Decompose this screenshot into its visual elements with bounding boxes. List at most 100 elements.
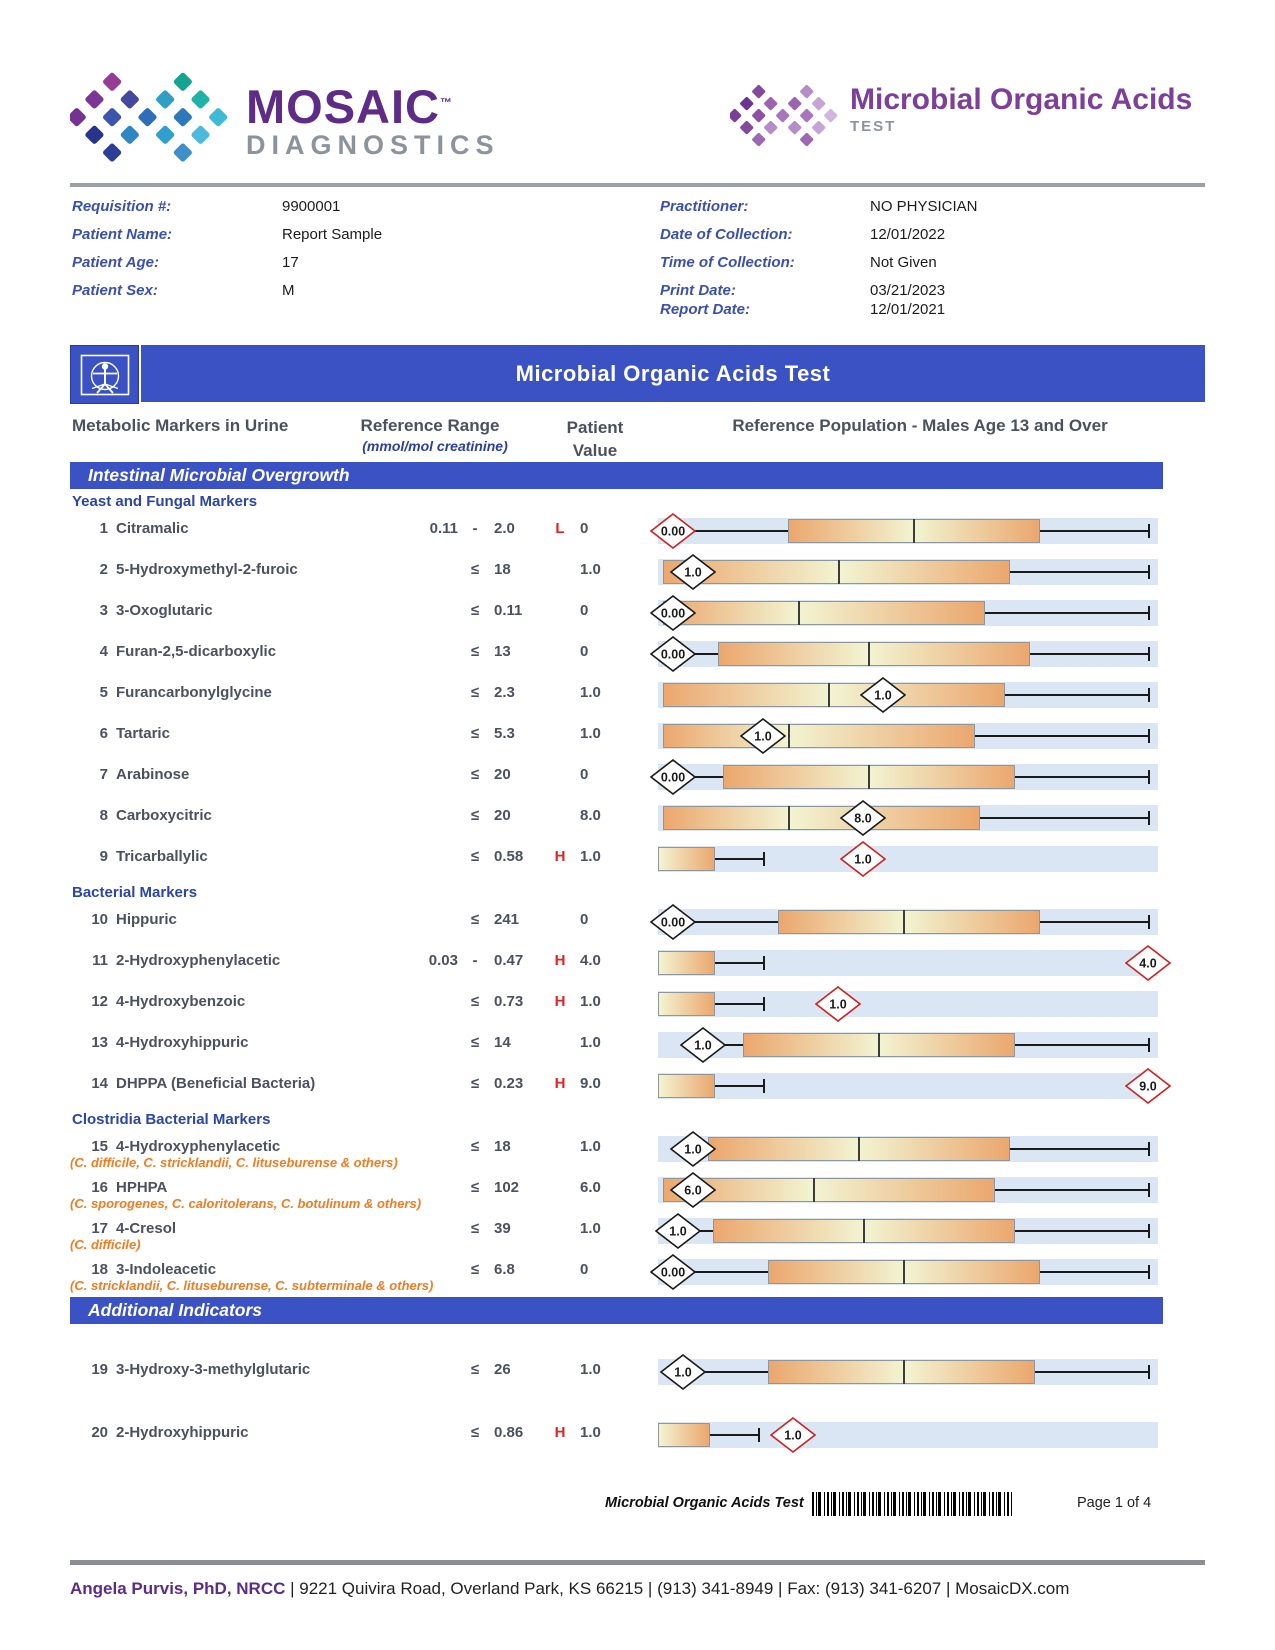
svg-text:1.0: 1.0 [754,730,771,744]
range-operator: ≤ [470,848,480,865]
plot-whisker [1038,530,1148,532]
requisition-label: Requisition #: [72,198,172,215]
plot-box [663,560,1010,584]
report-date-line: Report Date: 12/01/2021 [660,301,1205,318]
marker-name: Furan-2,5-dicarboxylic [116,643,277,660]
report-date-label: Report Date: [660,301,751,318]
marker-organisms: (C. stricklandii, C. lituseburense, C. s… [70,1278,434,1293]
header: MOSAIC™ DIAGNOSTICS [67,66,1205,176]
plot-whisker [1033,1371,1148,1373]
abnormal-flag: L [555,520,565,537]
range-operator: - [472,952,478,969]
test-title-banner-row: Microbial Organic Acids Test [70,345,1205,404]
marker-name: Furancarbonylglycine [116,684,272,701]
marker-name: 3-Hydroxy-3-methylglutaric [116,1361,311,1378]
plot-whisker [713,1085,763,1087]
marker-row: 18 3-Indoleacetic (C. stricklandii, C. lit… [70,1252,1205,1293]
patient-value-diamond: 1.0 [679,1026,727,1068]
patient-value-diamond: 0.00 [649,594,697,636]
plot-box [663,724,975,748]
patient-value: 1.0 [580,1138,601,1155]
collection-time-value: Not Given [870,254,937,271]
marker-name: 2-Hydroxyphenylacetic [116,952,281,969]
range-high: 0.11 [494,602,523,619]
patient-value-diamond: 1.0 [839,840,887,882]
column-markers: Metabolic Markers in Urine [72,416,289,435]
marker-row: 20 2-Hydroxyhippuric ≤0.86 H 1.0 1.0 [70,1415,1205,1456]
range-operator: ≤ [470,1075,480,1092]
marker-row: 10 Hippuric ≤241 0 0.00 [70,902,1205,943]
plot-whisker [1013,1230,1148,1232]
range-operator: ≤ [470,602,480,619]
patient-value: 4.0 [580,952,601,969]
patient-value-diamond: 0.00 [649,1253,697,1295]
distribution-plot: 0.00 [649,512,1158,550]
range-high: 102 [494,1179,520,1196]
column-reference-range: Reference Range [360,416,500,435]
range-high: 6.8 [494,1261,515,1278]
range-high: 18 [494,1138,511,1155]
practitioner-line: Practitioner: NO PHYSICIAN [660,198,1205,215]
column-reference-population: Reference Population - Males Age 13 and … [732,416,1108,435]
mosaic-logo-subtitle: DIAGNOSTICS [246,129,500,160]
patient-name-line: Patient Name: Report Sample [72,226,632,243]
svg-text:0.00: 0.00 [661,607,685,621]
range-high: 241 [494,911,520,928]
patient-value-diamond: 1.0 [654,1212,702,1254]
plot-whisker-cap [1148,811,1150,825]
barcode [812,1492,1012,1516]
marker-name: 4-Cresol [116,1220,177,1237]
marker-number: 18 [91,1261,108,1278]
marker-row: 14 DHPPA (Beneficial Bacteria) ≤0.23 H 9.0 9.… [70,1066,1205,1107]
plot-whisker [1038,1271,1148,1273]
plot-box [658,951,715,975]
patient-value-diamond: 1.0 [814,985,862,1027]
page-number: Page 1 of 4 [1077,1495,1152,1511]
marker-number: 12 [91,993,108,1010]
plot-median [903,910,905,934]
plot-box [663,1178,995,1202]
svg-text:1.0: 1.0 [784,1429,801,1443]
range-operator: ≤ [470,993,480,1010]
plot-whisker-cap [1148,729,1150,743]
svg-text:0.00: 0.00 [661,916,685,930]
distribution-plot: 1.0 [658,840,1158,878]
test-title: Microbial Organic Acids Test [515,360,831,386]
print-date-value: 03/21/2023 [870,282,946,299]
page-footer: Microbial Organic Acids Test Page 1 of 4 [70,1492,1205,1518]
marker-row: 19 3-Hydroxy-3-methylglutaric ≤26 1.0 1.0 [70,1352,1205,1393]
plot-box [663,601,985,625]
patient-value-diamond: 6.0 [669,1171,717,1213]
section-banner-label: Intestinal Microbial Overgrowth [88,465,350,485]
marker-name: Carboxycitric [116,807,212,824]
marker-name: Arabinose [116,766,190,783]
marker-name: DHPPA (Beneficial Bacteria) [116,1075,316,1092]
test-title-banner: Microbial Organic Acids Test [141,345,1205,402]
plot-whisker [1038,921,1148,923]
plot-whisker [673,530,788,532]
patient-value-diamond: 0.00 [649,903,697,945]
marker-name: Tricarballylic [116,848,208,865]
plot-whisker [713,858,763,860]
patient-value: 1.0 [580,1034,601,1051]
marker-organisms: (C. sporogenes, C. caloritolerans, C. bo… [70,1196,422,1211]
plot-median [868,642,870,666]
distribution-plot: 1.0 [658,1416,1158,1454]
plot-median [868,765,870,789]
range-operator: ≤ [470,807,480,824]
distribution-plot: 8.0 [658,799,1158,837]
marker-number: 11 [92,952,108,969]
plot-whisker-cap [1148,1365,1150,1379]
report-body: Intestinal Microbial Overgrowth Yeast and… [70,462,1205,1456]
plot-box [718,642,1030,666]
distribution-plot: 1.0 [658,1130,1158,1168]
range-operator: ≤ [470,1179,480,1196]
column-reference-units: (mmol/mol creatinine) [362,438,508,454]
marker-row: 12 4-Hydroxybenzoic ≤0.73 H 1.0 1.0 [70,984,1205,1025]
lab-director-name: Angela Purvis, PhD, NRCC [70,1579,286,1598]
patient-value-diamond: 1.0 [859,676,907,718]
marker-row: 13 4-Hydroxyhippuric ≤14 1.0 1.0 [70,1025,1205,1066]
marker-number: 2 [99,561,108,578]
plot-whisker [978,817,1148,819]
marker-number: 13 [91,1034,108,1051]
